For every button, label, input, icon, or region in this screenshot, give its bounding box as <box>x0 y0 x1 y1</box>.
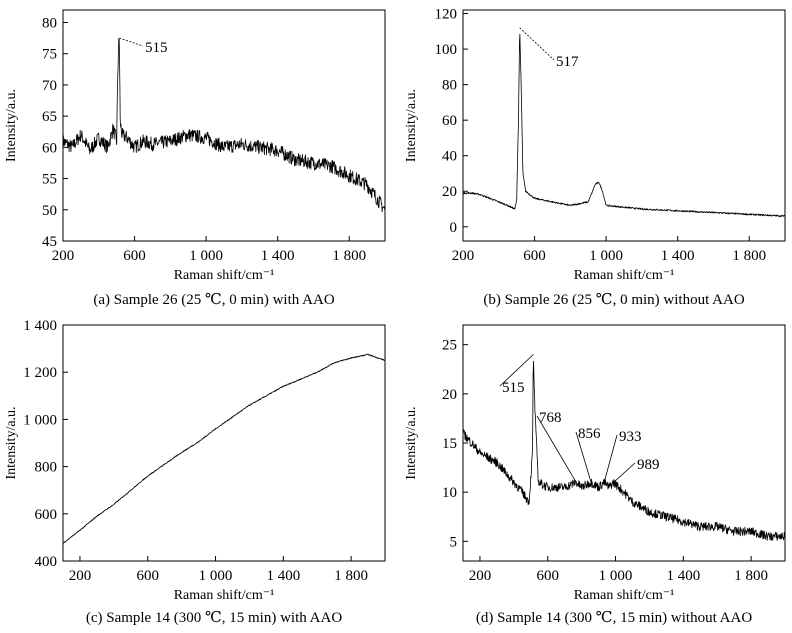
y-tick-label: 70 <box>42 78 57 94</box>
x-tick-label: 1 000 <box>599 568 633 584</box>
x-tick-label: 1 400 <box>266 568 300 584</box>
y-tick-label: 75 <box>42 47 57 63</box>
y-tick-label: 800 <box>35 460 58 476</box>
annotation-leader <box>603 434 618 483</box>
x-tick-label: 1 000 <box>189 248 223 264</box>
x-axis-label: Raman shift/cm⁻¹ <box>174 588 275 603</box>
y-tick-label: 1 000 <box>23 412 57 428</box>
y-axis-label: Intensity/a.u. <box>4 406 19 479</box>
peak-label: 515 <box>502 380 525 396</box>
x-tick-label: 1 400 <box>261 248 295 264</box>
panel-caption: (b) Sample 26 (25 ℃, 0 min) without AAO <box>483 292 745 308</box>
peak-label: 768 <box>539 410 562 426</box>
y-tick-label: 1 400 <box>23 318 57 334</box>
x-tick-label: 1 800 <box>334 568 368 584</box>
chart-panel-3: 200 600 1 000 1 400 1 800 400 600 800 1 000 1 200… <box>4 318 386 626</box>
panel-caption: (a) Sample 26 (25 ℃, 0 min) with AAO <box>93 292 335 308</box>
y-tick-label: 400 <box>35 554 58 570</box>
y-tick-label: 60 <box>42 140 57 156</box>
x-tick-label: 200 <box>469 568 492 584</box>
plot-frame <box>62 324 386 562</box>
x-tick-label: 600 <box>523 248 546 264</box>
x-axis-label: Raman shift/cm⁻¹ <box>574 268 675 283</box>
y-tick-label: 20 <box>442 184 457 200</box>
y-tick-label: 20 <box>442 387 457 403</box>
y-tick-label: 65 <box>42 109 57 125</box>
spectrum-line-1 <box>462 33 786 218</box>
panel-caption: (c) Sample 14 (300 ℃, 15 min) with AAO <box>86 610 343 626</box>
chart-panel-1: 200 600 1 000 1 400 1 800 45 50 55 60 65 70 75 80 Ram… <box>4 9 386 308</box>
spectrum-line-1 <box>462 360 786 541</box>
peak-label: 933 <box>619 429 642 445</box>
peak-label: 989 <box>637 457 660 473</box>
x-axis-label: Raman shift/cm⁻¹ <box>174 268 275 283</box>
y-tick-label: 0 <box>450 220 458 236</box>
annotation-leader <box>499 354 534 387</box>
y-tick-label: 80 <box>42 15 57 31</box>
y-axis-label: Intensity/a.u. <box>4 89 19 162</box>
annotation-leader <box>519 27 555 61</box>
x-tick-label: 1 800 <box>732 248 766 264</box>
annotation-leader <box>613 462 636 483</box>
x-tick-label: 1 800 <box>734 568 768 584</box>
peak-label: 515 <box>145 40 168 56</box>
x-tick-label: 1 400 <box>661 248 695 264</box>
y-tick-label: 600 <box>35 507 58 523</box>
y-tick-label: 40 <box>442 149 457 165</box>
annotation-leader <box>119 37 144 47</box>
annotation-leader <box>536 415 577 483</box>
y-tick-label: 1 200 <box>23 365 57 381</box>
y-tick-label: 10 <box>442 485 457 501</box>
x-tick-label: 600 <box>123 248 146 264</box>
x-tick-label: 1 000 <box>589 248 623 264</box>
y-tick-label: 45 <box>42 234 57 250</box>
y-tick-label: 60 <box>442 113 457 129</box>
y-tick-label: 25 <box>442 338 457 354</box>
chart-panel-4: 200 600 1 000 1 400 1 800 5 10 15 20 25 Raman shif… <box>404 324 786 626</box>
y-tick-label: 50 <box>42 203 57 219</box>
x-tick-label: 1 800 <box>332 248 366 264</box>
y-tick-label: 80 <box>442 78 457 94</box>
plot-frame <box>62 9 386 242</box>
spectrum-line-1 <box>62 353 386 544</box>
spectrum-line-1 <box>62 38 386 213</box>
y-tick-label: 5 <box>450 534 458 550</box>
y-tick-label: 15 <box>442 436 457 452</box>
x-axis-label: Raman shift/cm⁻¹ <box>574 588 675 603</box>
x-tick-label: 200 <box>69 568 92 584</box>
y-tick-label: 120 <box>435 7 458 23</box>
panel-caption: (d) Sample 14 (300 ℃, 15 min) without AA… <box>476 610 753 626</box>
x-tick-label: 200 <box>452 248 475 264</box>
annotation-leader <box>575 431 592 483</box>
x-tick-label: 600 <box>536 568 559 584</box>
x-tick-label: 1 000 <box>199 568 233 584</box>
chart-panel-2: 200 600 1 000 1 400 1 800 0 20 40 60 80 100 120 Rama… <box>404 7 786 308</box>
x-tick-label: 200 <box>52 248 75 264</box>
y-tick-label: 55 <box>42 172 57 188</box>
plot-frame <box>462 9 786 242</box>
y-tick-label: 100 <box>435 42 458 58</box>
peak-label: 856 <box>578 426 601 442</box>
x-tick-label: 1 400 <box>666 568 700 584</box>
y-axis-label: Intensity/a.u. <box>404 89 419 162</box>
y-axis-label: Intensity/a.u. <box>404 406 419 479</box>
peak-label: 517 <box>556 54 579 70</box>
x-tick-label: 600 <box>136 568 159 584</box>
